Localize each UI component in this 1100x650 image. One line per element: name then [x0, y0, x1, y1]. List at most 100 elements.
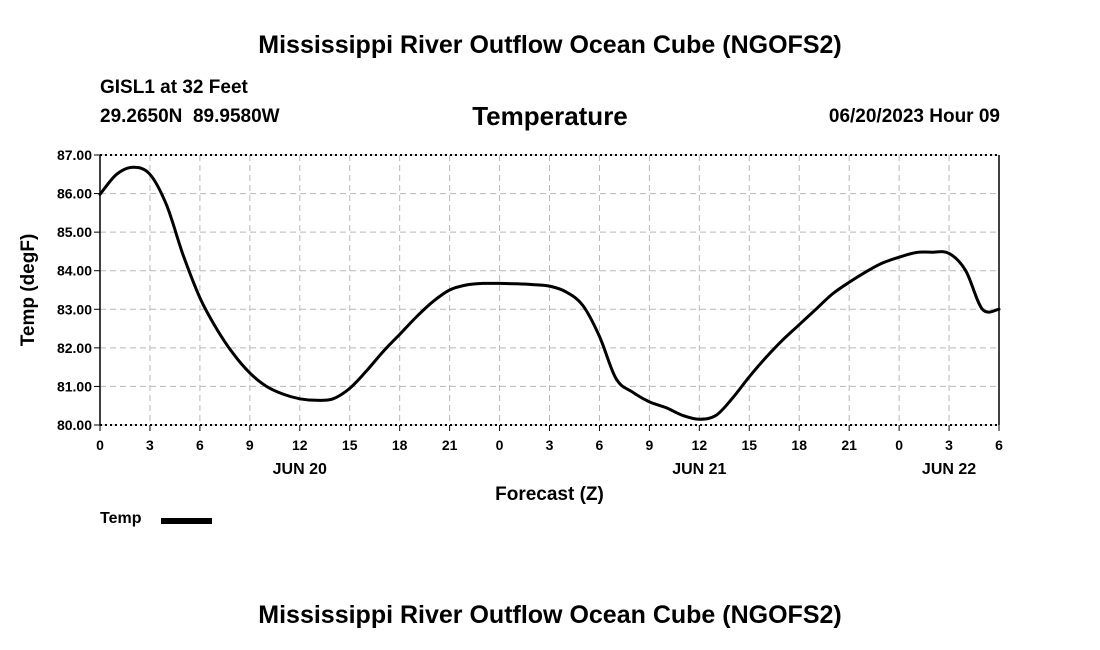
data-point-temp: [215, 328, 218, 330]
data-point-temp: [948, 252, 950, 254]
data-point-temp: [499, 282, 501, 284]
data-point-temp: [981, 308, 984, 310]
data-point-temp: [898, 256, 900, 258]
data-point-temp: [182, 254, 184, 256]
data-point-temp: [149, 173, 151, 175]
data-point-temp: [515, 283, 517, 285]
data-point-temp: [848, 281, 850, 283]
x-tick-label: 0: [895, 437, 903, 453]
data-point-temp: [465, 284, 467, 286]
data-point-temp: [166, 204, 168, 206]
data-point-temp: [931, 251, 934, 253]
data-point-temp: [648, 401, 651, 403]
x-tick-label: 6: [596, 437, 604, 453]
x-tick-label: 18: [791, 437, 807, 453]
x-tick-label: 3: [146, 437, 154, 453]
station-label: GISL1 at 32 Feet: [100, 77, 248, 98]
data-point-temp: [965, 270, 967, 272]
chart-title: Temperature: [472, 101, 628, 131]
x-tick-label: 15: [342, 437, 358, 453]
main-title: Mississippi River Outflow Ocean Cube (NG…: [258, 31, 842, 59]
legend-swatch-temp: [161, 518, 212, 524]
y-axis-title: Temp (degF): [18, 234, 39, 347]
data-point-temp: [665, 407, 667, 409]
data-point-temp: [881, 262, 884, 264]
legend-label-temp: Temp: [100, 510, 142, 527]
data-point-temp: [365, 370, 367, 372]
data-point-temp: [482, 282, 484, 284]
y-tick-label: 80.00: [57, 417, 92, 433]
y-tick-label: 87.00: [57, 147, 92, 163]
axes: [94, 154, 1000, 431]
data-point-temp: [582, 304, 584, 306]
grid: [99, 154, 1000, 426]
y-tick-label: 82.00: [57, 340, 92, 356]
run-datetime: 06/20/2023 Hour 09: [828, 106, 1000, 127]
data-point-temp: [349, 387, 351, 389]
data-point-temp: [682, 414, 684, 416]
data-point-temp: [698, 418, 700, 420]
x-tick-label: 21: [442, 437, 458, 453]
data-point-temp: [632, 391, 634, 393]
x-tick-label: 21: [841, 437, 857, 453]
data-point-temp: [249, 372, 251, 374]
data-point-temp: [199, 297, 201, 299]
data-point-temp: [449, 289, 451, 291]
data-point-temp: [265, 385, 268, 387]
data-point-temp: [332, 398, 334, 400]
x-tick-label: 15: [741, 437, 757, 453]
data-point-temp: [132, 166, 134, 168]
data-point-temp: [748, 376, 750, 378]
data-point-temp: [765, 356, 767, 359]
y-tick-label: 81.00: [57, 378, 92, 394]
x-tick-label: 6: [196, 437, 204, 453]
data-point-temp: [415, 316, 417, 318]
data-point-temp: [565, 291, 567, 293]
axis-labels: 80.00 81.00 82.00 83.00 84.00 85.00 86.00 87.00…: [18, 147, 1003, 505]
data-point-temp: [99, 193, 101, 195]
footer-title: Mississippi River Outflow Ocean Cube (NG…: [258, 601, 842, 629]
y-tick-label: 85.00: [57, 224, 92, 240]
data-point-temp: [598, 335, 601, 337]
data-point-temp: [232, 353, 234, 355]
x-tick-label: 9: [246, 437, 254, 453]
data-point-temp: [532, 284, 534, 286]
data-point-temp: [116, 173, 118, 175]
x-axis-title: Forecast (Z): [495, 484, 604, 505]
data-point-temp: [782, 339, 784, 341]
data-point-temp: [399, 333, 401, 335]
x-date-label: JUN 20: [273, 461, 327, 478]
x-tick-label: 18: [392, 437, 408, 453]
x-tick-label: 3: [546, 437, 554, 453]
x-date-label: JUN 21: [672, 461, 726, 478]
data-point-temp: [299, 398, 301, 400]
y-tick-label: 84.00: [57, 263, 92, 279]
data-point-temp: [998, 308, 1000, 310]
data-point-temp: [815, 308, 817, 310]
data-point-temp: [615, 378, 617, 380]
data-point-temp: [282, 393, 284, 395]
data-point-temp: [715, 414, 717, 416]
x-tick-label: 0: [496, 437, 504, 453]
data-point-temp: [732, 397, 734, 399]
data-point-temp: [432, 301, 434, 303]
x-tick-label: 3: [945, 437, 953, 453]
data-point-temp: [315, 399, 317, 401]
station-coordinates: 29.2650N 89.9580W: [100, 106, 280, 127]
x-tick-label: 12: [292, 437, 308, 453]
x-date-label: JUN 22: [922, 461, 976, 478]
data-point-temp: [915, 252, 917, 254]
data-point-temp: [548, 285, 551, 287]
data-point-temp: [831, 293, 834, 295]
series-layer: [98, 165, 1001, 421]
x-tick-label: 9: [645, 437, 653, 453]
y-tick-label: 86.00: [57, 186, 92, 202]
x-tick-label: 6: [995, 437, 1003, 453]
x-tick-label: 12: [692, 437, 708, 453]
data-point-temp: [382, 351, 384, 353]
x-tick-label: 0: [96, 437, 104, 453]
data-point-temp: [865, 271, 867, 273]
y-tick-label: 83.00: [57, 301, 92, 317]
legend: Temp: [100, 510, 212, 528]
